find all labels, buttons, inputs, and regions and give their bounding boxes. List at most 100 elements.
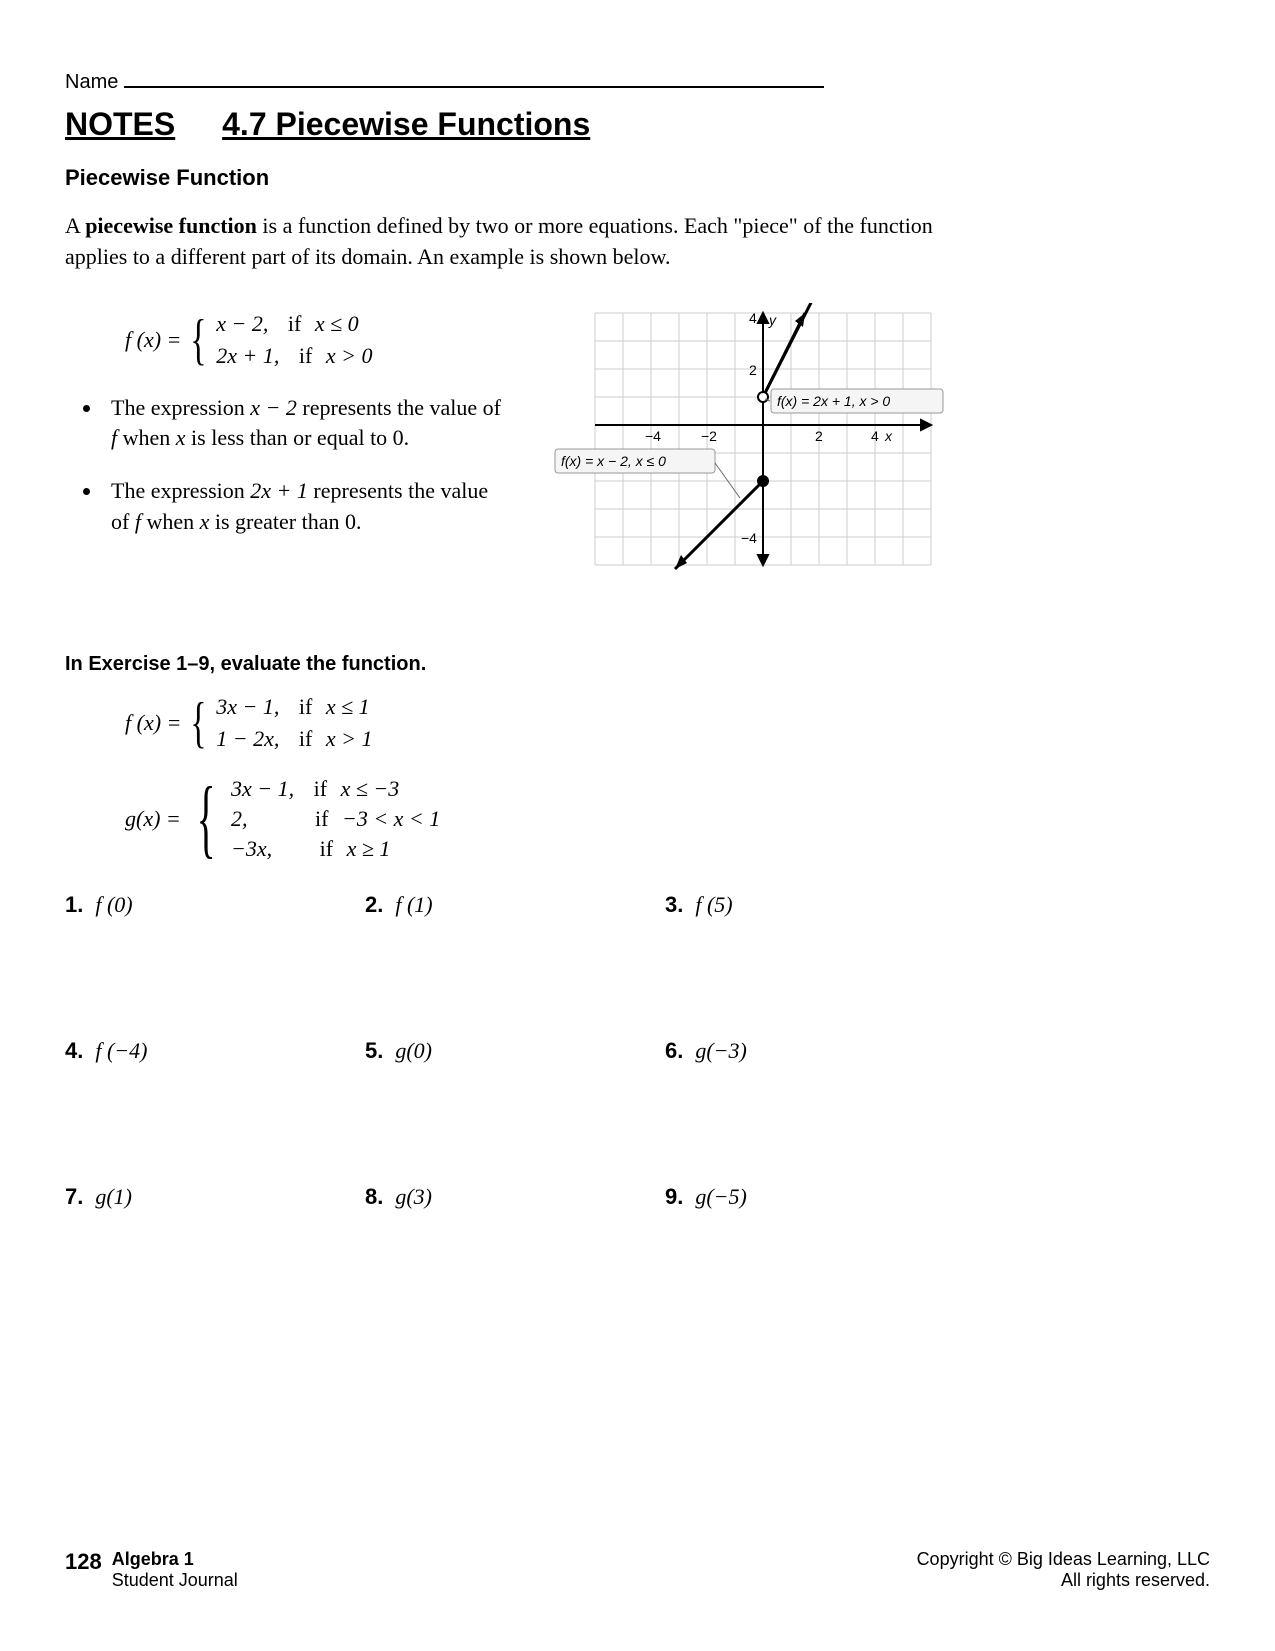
b2-end: is greater than 0.	[209, 509, 361, 534]
p2-num: 2.	[365, 892, 383, 917]
p4-num: 4.	[65, 1038, 83, 1063]
f-pieces: 3x − 1, if x ≤ 1 1 − 2x, if x > 1	[216, 694, 372, 752]
svg-text:4: 4	[749, 310, 757, 326]
eq-lhs: f (x) =	[125, 327, 181, 353]
footer-course-block: Algebra 1 Student Journal	[112, 1549, 238, 1591]
p6-num: 6.	[665, 1038, 683, 1063]
b2-pre: The expression	[111, 478, 250, 503]
p5-num: 5.	[365, 1038, 383, 1063]
b1-end: is less than or equal to 0.	[186, 425, 410, 450]
problem-5: 5. g(0)	[365, 1038, 665, 1064]
g-piece-1: 3x − 1, if x ≤ −3	[231, 776, 440, 802]
gp2-cond: −3 < x < 1	[342, 806, 440, 831]
b2-x: x	[200, 509, 210, 534]
gp2-if: if	[315, 806, 334, 831]
gp3-if: if	[320, 836, 339, 861]
b1-mid: when	[117, 425, 176, 450]
p2-expr: 2x + 1,	[216, 343, 279, 368]
f-piece-2: 1 − 2x, if x > 1	[216, 726, 372, 752]
svg-text:y: y	[768, 312, 777, 328]
page-footer: 128 Algebra 1 Student Journal Copyright …	[65, 1549, 1210, 1591]
fp1-cond: x ≤ 1	[326, 694, 370, 719]
eq-piece-2: 2x + 1, if x > 0	[216, 343, 372, 369]
example-row: f (x) = { x − 2, if x ≤ 0 2x + 1, if x >…	[65, 293, 1210, 583]
problem-7: 7.g(1)	[65, 1184, 365, 1210]
p2-cond: x > 0	[326, 343, 373, 368]
piecewise-graph: −4 −2 2 4 4 2 −4 y x	[545, 303, 945, 583]
f-piece-1: 3x − 1, if x ≤ 1	[216, 694, 372, 720]
b1-expr: x − 2	[250, 395, 297, 420]
name-label: Name	[65, 71, 118, 94]
brace-icon: {	[191, 326, 207, 354]
gp3-cond: x ≥ 1	[347, 836, 391, 861]
page-title: NOTES 4.7 Piecewise Functions	[65, 106, 1210, 143]
example-right: −4 −2 2 4 4 2 −4 y x	[545, 293, 1210, 583]
g-piece-2: 2, if −3 < x < 1	[231, 806, 440, 832]
p3-expr: f (5)	[695, 892, 732, 917]
definition-paragraph: A piecewise function is a function defin…	[65, 211, 965, 273]
g-lhs: g(x) =	[125, 806, 181, 832]
p2-expr: f (1)	[395, 892, 432, 917]
svg-text:f(x) = 2x + 1, x > 0: f(x) = 2x + 1, x > 0	[777, 393, 890, 409]
footer-right: Copyright © Big Ideas Learning, LLC All …	[917, 1549, 1210, 1591]
problem-8: 8. g(3)	[365, 1184, 665, 1210]
title-notes: NOTES	[65, 106, 175, 142]
p3-num: 3.	[665, 892, 683, 917]
g-pieces: 3x − 1, if x ≤ −3 2, if −3 < x < 1 −3x, …	[231, 776, 440, 862]
f-equation: f (x) = { 3x − 1, if x ≤ 1 1 − 2x, if x …	[125, 694, 1210, 752]
def-pre: A	[65, 213, 85, 238]
example-equation: f (x) = { x − 2, if x ≤ 0 2x + 1, if x >…	[125, 311, 505, 369]
p5-expr: g(0)	[395, 1038, 432, 1063]
svg-text:x: x	[884, 428, 893, 444]
title-section: 4.7 Piecewise Functions	[222, 106, 590, 142]
p9-expr: g(−5)	[695, 1184, 747, 1209]
gp2-expr: 2,	[231, 806, 248, 831]
footer-rights: All rights reserved.	[917, 1570, 1210, 1591]
graph-svg: −4 −2 2 4 4 2 −4 y x	[545, 303, 965, 583]
p7-expr: g(1)	[95, 1184, 132, 1209]
svg-text:4: 4	[871, 428, 879, 444]
b1-post: represents the value of	[297, 395, 501, 420]
name-blank-line	[124, 70, 824, 88]
b2-expr: 2x + 1	[250, 478, 308, 503]
bullet-list: The expression x − 2 represents the valu…	[103, 393, 505, 538]
problem-2: 2. f (1)	[365, 892, 665, 918]
svg-text:−2: −2	[701, 428, 717, 444]
brace-icon: {	[191, 709, 207, 737]
p6-expr: g(−3)	[695, 1038, 747, 1063]
def-term: piecewise function	[85, 213, 257, 238]
problem-3: 3. f (5)	[665, 892, 965, 918]
b2-mid: when	[141, 509, 200, 534]
footer-copyright: Copyright © Big Ideas Learning, LLC	[917, 1549, 1210, 1570]
svg-text:2: 2	[815, 428, 823, 444]
p1-expr: x − 2,	[216, 311, 268, 336]
gp3-expr: −3x,	[231, 836, 272, 861]
name-field-row: Name	[65, 70, 1210, 94]
eq-pieces: x − 2, if x ≤ 0 2x + 1, if x > 0	[216, 311, 372, 369]
gp1-cond: x ≤ −3	[341, 776, 400, 801]
problem-6: 6. g(−3)	[665, 1038, 965, 1064]
fp2-cond: x > 1	[326, 726, 373, 751]
fp2-if: if	[299, 726, 318, 751]
footer-course: Algebra 1	[112, 1549, 238, 1570]
footer-left: 128 Algebra 1 Student Journal	[65, 1549, 238, 1591]
p8-num: 8.	[365, 1184, 383, 1209]
g-equation: g(x) = { 3x − 1, if x ≤ −3 2, if −3 < x …	[125, 776, 1210, 862]
p1-expr: f (0)	[95, 892, 132, 917]
svg-text:2: 2	[749, 362, 757, 378]
fp2-expr: 1 − 2x,	[216, 726, 279, 751]
p1-if: if	[288, 311, 307, 336]
p1-cond: x ≤ 0	[315, 311, 359, 336]
gp1-expr: 3x − 1,	[231, 776, 294, 801]
svg-text:−4: −4	[645, 428, 661, 444]
fp1-expr: 3x − 1,	[216, 694, 279, 719]
footer-subtitle: Student Journal	[112, 1570, 238, 1591]
b1-pre: The expression	[111, 395, 250, 420]
g-piece-3: −3x, if x ≥ 1	[231, 836, 440, 862]
bullet-2: The expression 2x + 1 represents the val…	[103, 476, 505, 538]
page-number: 128	[65, 1549, 102, 1575]
p8-expr: g(3)	[395, 1184, 432, 1209]
problem-4: 4.f (−4)	[65, 1038, 365, 1064]
brace-icon: {	[196, 801, 215, 836]
p2-if: if	[299, 343, 318, 368]
